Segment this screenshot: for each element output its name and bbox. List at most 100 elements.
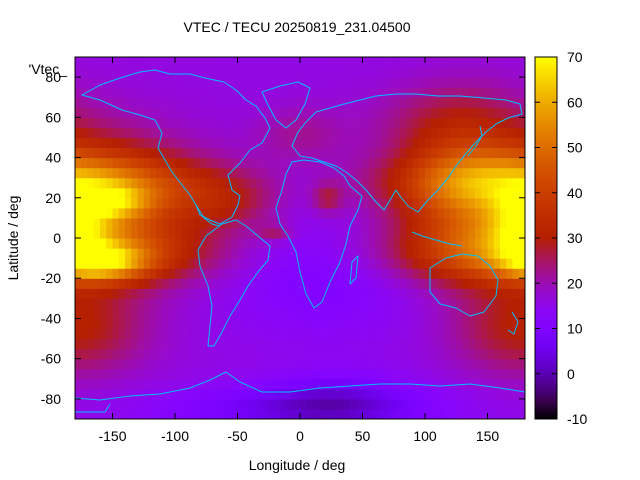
- heat-cell: [250, 388, 257, 400]
- heat-cell: [487, 177, 495, 189]
- heat-cell: [237, 368, 245, 380]
- heat-cell: [312, 227, 320, 239]
- heat-cell: [237, 298, 245, 309]
- heat-cell: [487, 127, 495, 139]
- heat-cell: [268, 308, 276, 320]
- heat-cell: [106, 388, 114, 400]
- heat-cell: [175, 318, 182, 330]
- heat-cell: [231, 157, 239, 169]
- heat-cell: [437, 248, 445, 259]
- heat-cell: [412, 147, 420, 159]
- heat-cell: [81, 187, 89, 199]
- heat-cell: [87, 97, 95, 108]
- heat-cell: [131, 107, 139, 118]
- heat-cell: [418, 238, 426, 249]
- heat-cell: [162, 207, 170, 219]
- heat-cell: [450, 177, 457, 189]
- heat-cell: [75, 137, 82, 149]
- heat-cell: [475, 398, 482, 410]
- heat-cell: [500, 147, 507, 159]
- heat-cell: [87, 238, 95, 249]
- heat-cell: [368, 147, 376, 159]
- heat-cell: [87, 378, 95, 390]
- heat-cell: [87, 408, 95, 419]
- heat-cell: [112, 107, 120, 118]
- heat-cell: [81, 358, 89, 370]
- heat-cell: [237, 378, 245, 390]
- heat-cell: [375, 117, 382, 128]
- heat-cell: [287, 328, 295, 340]
- heat-cell: [143, 368, 151, 380]
- heat-cell: [368, 207, 376, 219]
- heat-cell: [193, 147, 201, 159]
- heat-cell: [450, 147, 457, 159]
- heat-cell: [137, 157, 145, 169]
- heat-cell: [350, 227, 357, 239]
- heat-cell: [187, 167, 195, 179]
- heat-cell: [456, 207, 464, 219]
- heat-cell: [368, 368, 376, 380]
- heat-cell: [281, 67, 289, 78]
- heat-cell: [75, 217, 82, 229]
- heat-cell: [125, 358, 132, 370]
- heat-cell: [456, 117, 464, 128]
- heat-cell: [437, 67, 445, 78]
- heat-cell: [212, 207, 220, 219]
- heat-cell: [518, 308, 525, 320]
- heat-cell: [412, 97, 420, 108]
- heat-cell: [381, 248, 389, 259]
- heat-cell: [356, 378, 364, 390]
- heat-cell: [475, 157, 482, 169]
- heat-cell: [456, 248, 464, 259]
- heat-cell: [412, 157, 420, 169]
- heat-cell: [500, 127, 507, 139]
- heat-cell: [87, 187, 95, 199]
- heat-cell: [431, 308, 439, 320]
- heat-cell: [443, 57, 451, 68]
- heat-cell: [387, 368, 395, 380]
- heat-cell: [375, 398, 382, 410]
- heat-cell: [431, 348, 439, 360]
- heat-cell: [131, 227, 139, 239]
- heat-cell: [287, 87, 295, 98]
- heat-cell: [118, 308, 126, 320]
- heat-cell: [175, 77, 182, 88]
- heat-cell: [468, 288, 476, 299]
- heat-cell: [262, 217, 270, 229]
- heat-cell: [175, 87, 182, 98]
- heat-cell: [275, 298, 282, 309]
- heat-cell: [106, 157, 114, 169]
- heat-cell: [293, 187, 301, 199]
- heat-cell: [125, 408, 132, 419]
- heat-cell: [493, 348, 501, 360]
- heat-cell: [393, 268, 401, 279]
- heat-cell: [425, 348, 432, 360]
- heat-cell: [368, 348, 376, 360]
- heat-cell: [218, 147, 226, 159]
- heat-cell: [431, 197, 439, 209]
- heat-cell: [262, 177, 270, 189]
- heat-cell: [406, 388, 414, 400]
- heat-cell: [337, 318, 345, 330]
- heat-cell: [75, 187, 82, 199]
- heat-cell: [362, 147, 370, 159]
- heat-cell: [462, 57, 470, 68]
- heat-cell: [287, 57, 295, 68]
- heat-cell: [181, 268, 189, 279]
- heat-cell: [287, 288, 295, 299]
- heat-cell: [393, 238, 401, 249]
- heat-cell: [362, 167, 370, 179]
- heat-cell: [125, 268, 132, 279]
- heat-cell: [125, 57, 132, 68]
- heat-cell: [343, 288, 351, 299]
- heat-cell: [356, 328, 364, 340]
- heat-cell: [268, 258, 276, 269]
- heat-cell: [268, 408, 276, 419]
- heat-cell: [281, 157, 289, 169]
- heat-cell: [218, 398, 226, 410]
- heat-cell: [425, 197, 432, 209]
- heat-cell: [231, 187, 239, 199]
- heat-cell: [400, 137, 407, 149]
- heat-cell: [87, 217, 95, 229]
- heat-cell: [268, 187, 276, 199]
